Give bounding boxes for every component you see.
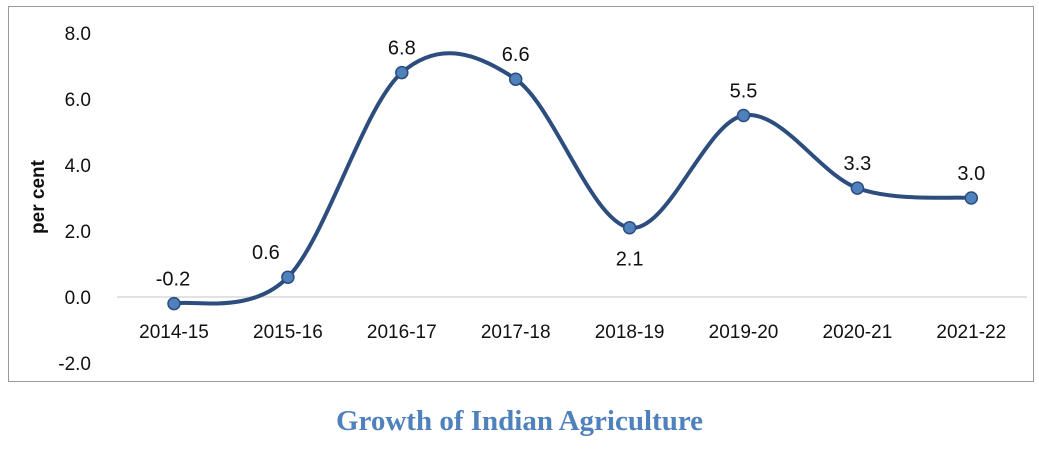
- y-tick-label: 4.0: [65, 156, 91, 177]
- data-label: 6.6: [502, 44, 530, 66]
- data-label: 2.1: [616, 249, 644, 271]
- x-tick-label: 2014-15: [139, 322, 209, 343]
- data-label: 6.8: [388, 38, 416, 60]
- data-point-marker: [622, 220, 637, 235]
- series-line: [172, 51, 974, 306]
- y-tick-label: 0.0: [65, 288, 91, 309]
- y-tick-label: 8.0: [65, 24, 91, 45]
- data-label: -0.2: [156, 269, 190, 291]
- y-axis-label: per cent: [28, 159, 49, 234]
- x-tick-label: 2021-22: [936, 322, 1006, 343]
- data-point-marker: [850, 181, 865, 195]
- chart-frame: per cent -2.0 0.0 2.0 4.0 6.0 8.0 2014-15 2015…: [8, 6, 1034, 382]
- data-point-marker: [964, 191, 979, 205]
- data-point-marker: [395, 65, 409, 80]
- data-point-marker: [167, 296, 181, 311]
- x-tick-labels: 2014-15 2015-16 2016-17 2017-18 2018-19 2019-…: [139, 322, 1006, 343]
- y-tick-label: 2.0: [65, 222, 91, 243]
- data-label: 0.6: [252, 242, 280, 264]
- data-labels: -0.2 0.6 6.8 6.6 2.1 5.5 3.3 3.0: [156, 38, 985, 291]
- y-tick-labels: -2.0 0.0 2.0 4.0 6.0 8.0: [58, 24, 91, 375]
- y-tick-label: 6.0: [65, 90, 91, 111]
- data-label: 3.0: [957, 163, 985, 185]
- x-tick-label: 2019-20: [709, 322, 779, 343]
- data-label: 5.5: [730, 81, 758, 103]
- data-label: 3.3: [843, 153, 871, 175]
- x-tick-label: 2018-19: [595, 322, 665, 343]
- x-tick-label: 2016-17: [367, 322, 437, 343]
- data-markers: [167, 65, 979, 311]
- data-point-marker: [736, 108, 751, 123]
- line-chart: per cent -2.0 0.0 2.0 4.0 6.0 8.0 2014-15 2015…: [28, 24, 1027, 375]
- x-tick-label: 2017-18: [481, 322, 551, 343]
- y-tick-label: -2.0: [58, 354, 91, 375]
- x-tick-label: 2020-21: [823, 322, 893, 343]
- figure-caption: Growth of Indian Agriculture: [335, 405, 704, 437]
- x-tick-label: 2015-16: [253, 322, 323, 343]
- data-point-marker: [281, 270, 295, 284]
- data-point-marker: [508, 72, 523, 86]
